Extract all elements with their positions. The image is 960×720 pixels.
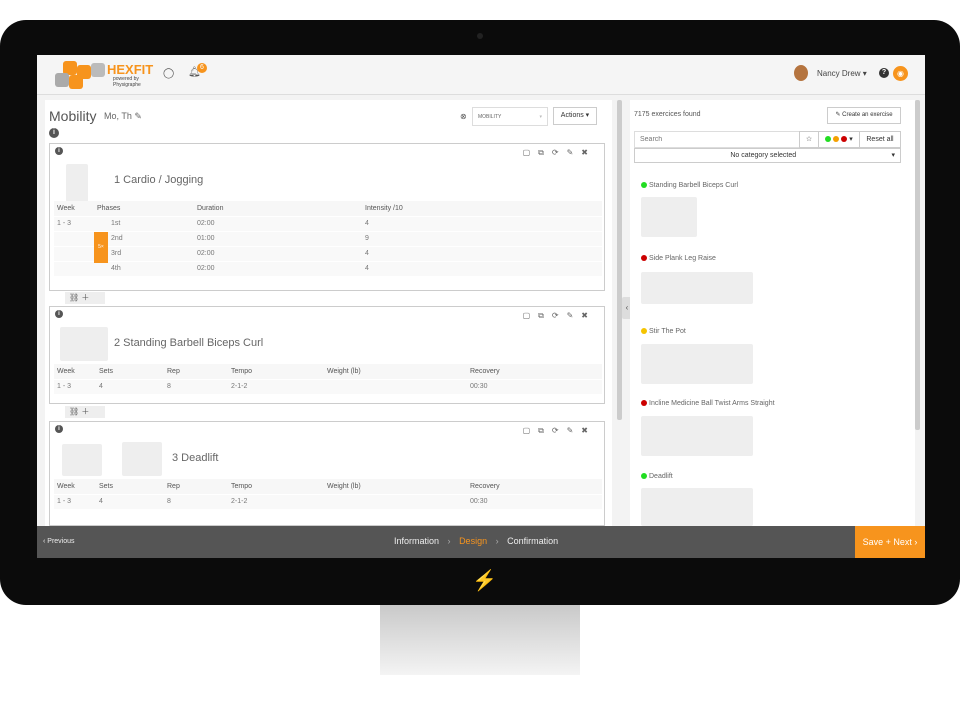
exercise-table: Week Phases Duration Intensity /10 1 - 3 1st…: [54, 201, 602, 276]
save-next-button[interactable]: Save + Next ›: [855, 526, 925, 558]
step-information[interactable]: Information: [394, 536, 440, 546]
edit-icon[interactable]: ✎: [134, 111, 142, 121]
exercise-name: 3 Deadlift: [172, 452, 219, 464]
collapse-panel-toggle[interactable]: ‹: [622, 297, 632, 319]
favorites-star-icon[interactable]: ☆: [799, 131, 819, 148]
category-dropdown[interactable]: No category selected ▾: [634, 148, 901, 163]
exercise-thumbnail[interactable]: [641, 488, 753, 526]
category-select[interactable]: MOBILITY ▾: [472, 107, 548, 126]
actions-button[interactable]: Actions ▾: [553, 107, 597, 125]
exercise-item[interactable]: Incline Medicine Ball Twist Arms Straigh…: [641, 400, 775, 407]
hexfit-logo[interactable]: HEXFIT powered by Physigraphe: [51, 59, 153, 91]
page-title: Mobility: [49, 108, 97, 124]
program-editor: Mobility Mo, Th ✎ i ⊗ MOBILITY ▾ Actions …: [45, 100, 612, 526]
info-icon[interactable]: i: [49, 128, 59, 138]
wizard-footer: ‹ Previous Information › Design › Confir…: [37, 526, 925, 558]
right-scrollbar[interactable]: [915, 100, 920, 430]
info-icon[interactable]: i: [55, 147, 63, 155]
top-bar: HEXFIT powered by Physigraphe ◯ 🔔︎ 6 Nan…: [37, 55, 925, 95]
exercise-thumbnail[interactable]: [641, 416, 753, 456]
left-scrollbar[interactable]: [617, 100, 622, 420]
info-icon[interactable]: i: [55, 310, 63, 318]
camera: [477, 33, 483, 39]
app-screen: HEXFIT powered by Physigraphe ◯ 🔔︎ 6 Nan…: [37, 55, 925, 558]
block-link-add-tools[interactable]: ⛓ ＋: [65, 406, 105, 418]
exercise-thumbnail[interactable]: [641, 344, 753, 384]
exercise-item[interactable]: Side Plank Leg Raise: [641, 255, 716, 262]
exercise-item[interactable]: Stir The Pot: [641, 328, 686, 335]
search-input[interactable]: [634, 131, 800, 148]
step-design[interactable]: Design: [459, 536, 488, 546]
exercise-block: i ▢⧉⟳✎✖ 3 Deadlift Week Sets Rep Tempo Weigh…: [49, 421, 605, 526]
exercise-block: i ▢⧉⟳✎✖ 1 Cardio / Jogging Week Phases Dur…: [49, 143, 605, 291]
exercise-image: [62, 444, 102, 476]
exercise-item[interactable]: Deadlift: [641, 473, 673, 480]
wizard-steps: Information › Design › Confirmation: [394, 536, 559, 546]
program-days: Mo, Th ✎: [104, 111, 142, 121]
rss-icon[interactable]: ◉: [893, 66, 908, 81]
step-confirmation[interactable]: Confirmation: [507, 536, 559, 546]
exercise-table: Week Sets Rep Tempo Weight (lb) Recovery 1 - …: [54, 479, 602, 509]
chat-icon[interactable]: ◯: [163, 68, 175, 79]
exercise-item[interactable]: Standing Barbell Biceps Curl: [641, 182, 738, 189]
exercise-name: 1 Cardio / Jogging: [114, 174, 204, 186]
results-count: 7175 exercices found: [634, 111, 701, 118]
block-tools[interactable]: ▢⧉⟳✎✖: [522, 426, 596, 435]
difficulty-filter[interactable]: ▾: [818, 131, 860, 148]
exercise-thumbnail[interactable]: [641, 197, 697, 237]
previous-button[interactable]: ‹ Previous: [43, 538, 75, 545]
block-tools[interactable]: ▢⧉⟳✎✖: [522, 311, 596, 320]
repeat-badge[interactable]: 5×: [94, 231, 108, 263]
monitor-stand: [380, 605, 580, 675]
notification-badge: 6: [197, 63, 207, 73]
exercise-thumbnail[interactable]: [641, 272, 753, 304]
create-exercise-button[interactable]: ✎ Create an exercise: [827, 107, 901, 124]
user-name: Nancy Drew: [817, 69, 861, 78]
monitor-logo-icon: ⚡: [472, 570, 497, 592]
exercise-image: [60, 327, 108, 361]
info-icon[interactable]: i: [55, 425, 63, 433]
exercise-block: i ▢⧉⟳✎✖ 2 Standing Barbell Biceps Curl W…: [49, 306, 605, 404]
exercise-image: [66, 164, 88, 202]
exercise-image: [122, 442, 162, 476]
exercise-name: 2 Standing Barbell Biceps Curl: [114, 337, 264, 349]
help-icon[interactable]: ?: [879, 68, 889, 78]
bell-icon[interactable]: 🔔︎: [188, 67, 201, 78]
exercise-table: Week Sets Rep Tempo Weight (lb) Recovery 1 - …: [54, 364, 602, 394]
avatar[interactable]: [794, 65, 808, 81]
clear-icon[interactable]: ⊗: [460, 112, 467, 121]
user-menu[interactable]: Nancy Drew ▾: [817, 69, 867, 78]
reset-all-button[interactable]: Reset all: [859, 131, 901, 148]
exercise-library: 7175 exercices found ✎ Create an exercis…: [630, 100, 915, 526]
block-link-add-tools[interactable]: ⛓ ＋: [65, 292, 105, 304]
block-tools[interactable]: ▢⧉⟳✎✖: [522, 148, 596, 157]
